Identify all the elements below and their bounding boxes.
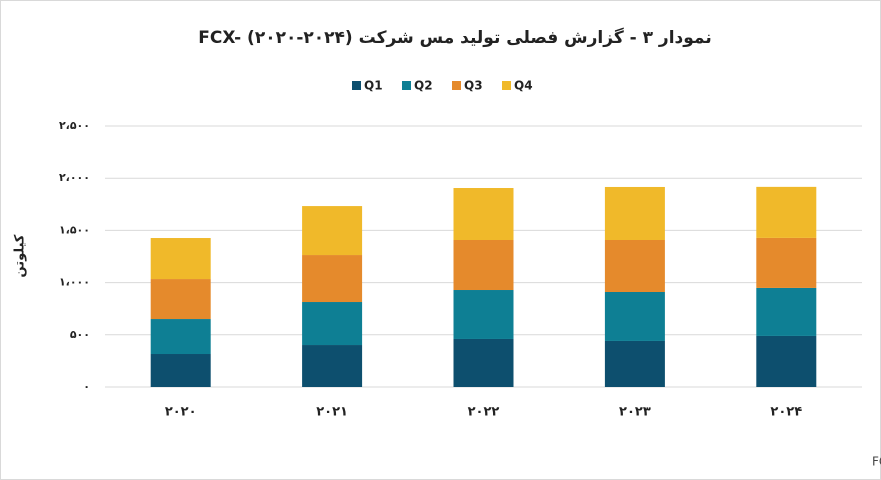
bar-segment	[150, 354, 211, 387]
chart-title: نمودار ۳ - گزارش فصلی تولید مس شرکت FCX-…	[198, 27, 711, 48]
legend-label: Q2	[414, 79, 433, 93]
y-axis-label: کیلوتن	[13, 234, 28, 277]
source-note: گزارشات سالانه رسمی شرکت FCX	[872, 455, 881, 470]
x-tick-label: ۲۰۲۲	[468, 405, 500, 420]
bar-segment	[756, 186, 817, 238]
y-tick-label: ۲،۰۰۰	[59, 171, 90, 184]
legend-label: Q3	[464, 79, 483, 93]
bar-segment	[604, 186, 665, 241]
y-tick-label: ۵۰۰	[70, 328, 90, 341]
bar-segment	[302, 255, 363, 303]
y-tick-label: ۰	[83, 380, 90, 393]
y-tick-label: ۱،۰۰۰	[59, 276, 90, 289]
bar-segment	[302, 302, 363, 346]
x-tick-label: ۲۰۲۰	[165, 405, 197, 420]
bar-segment	[453, 240, 514, 291]
bar-segment	[756, 287, 817, 336]
bar-segment	[604, 340, 665, 387]
bar-segment	[453, 188, 514, 241]
bar-segment	[453, 338, 514, 387]
bar-segment	[150, 279, 211, 320]
bar-segment	[756, 237, 817, 288]
bar-segment	[302, 206, 363, 256]
legend-swatch	[402, 81, 411, 90]
legend-swatch	[502, 81, 511, 90]
x-tick-label: ۲۰۲۴	[770, 405, 802, 420]
bar-segment	[150, 319, 211, 355]
legend-swatch	[352, 81, 361, 90]
legend-label: Q1	[364, 79, 383, 93]
x-tick-label: ۲۰۲۳	[619, 405, 651, 420]
bar-segment	[756, 335, 817, 387]
bar-segment	[150, 238, 211, 280]
y-tick-label: ۱،۵۰۰	[59, 223, 90, 236]
bar-segment	[302, 345, 363, 387]
legend-label: Q4	[514, 79, 533, 93]
y-tick-label: ۲،۵۰۰	[59, 119, 90, 132]
bar-segment	[453, 290, 514, 339]
bar-segment	[604, 291, 665, 341]
legend-swatch	[452, 81, 461, 90]
x-tick-label: ۲۰۲۱	[316, 405, 348, 420]
bar-segment	[604, 240, 665, 292]
